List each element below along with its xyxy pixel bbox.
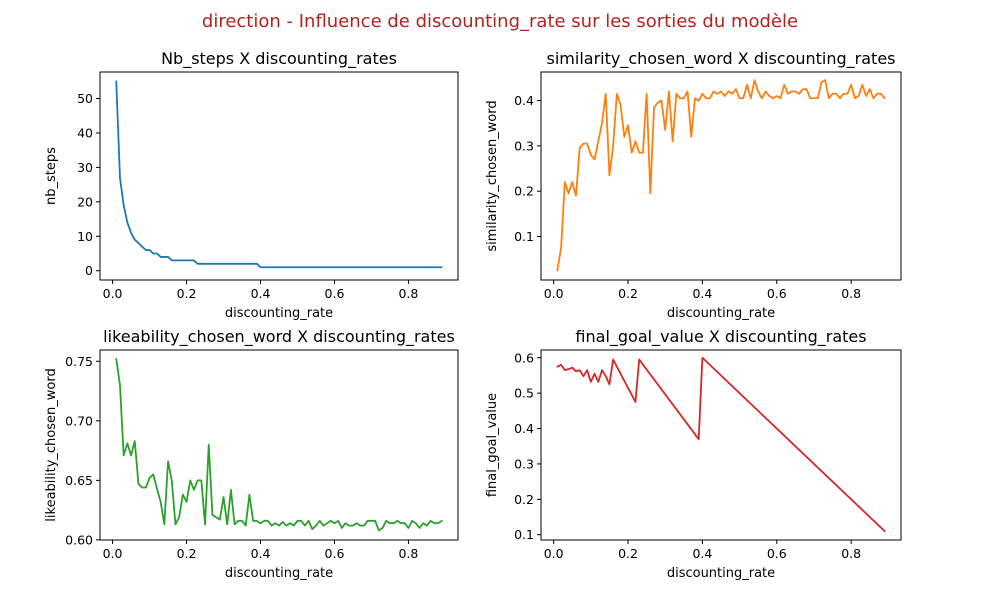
y-tick-label: 0.5 — [514, 386, 534, 401]
axes-frame — [99, 349, 459, 541]
series-line — [556, 79, 886, 272]
axes-frame — [540, 71, 902, 281]
x-tick-label: 0.8 — [841, 546, 861, 561]
axes-frame — [99, 71, 459, 281]
y-tick-label: 20 — [77, 194, 93, 209]
subplot-4: 0.0 0.2 0.4 0.6 0.8 0.1 0.2 0.3 0.4 0.5 0.6 final_g… — [485, 327, 902, 581]
x-axis-label: discounting_rate — [225, 566, 333, 581]
y-tick-label: 0.1 — [514, 527, 534, 542]
x-axis-label: discounting_rate — [667, 566, 775, 581]
x-tick-label: 0.2 — [177, 286, 197, 301]
y-tick-label: 30 — [77, 160, 93, 175]
x-tick-label: 0.0 — [544, 286, 564, 301]
subplot-title: final_goal_value X discounting_rates — [575, 327, 866, 347]
series-line — [115, 80, 443, 269]
x-tick-label: 0.4 — [692, 286, 712, 301]
y-tick-label: 10 — [77, 229, 93, 244]
subplot-1: 0.0 0.2 0.4 0.6 0.8 0 10 20 30 40 50 Nb_steps X dis… — [44, 49, 459, 321]
x-tick-label: 0.6 — [325, 286, 345, 301]
y-axis-label: nb_steps — [44, 147, 59, 205]
y-tick-label: 0.4 — [514, 421, 534, 436]
x-tick-label: 0.6 — [767, 546, 787, 561]
y-tick-label: 0.3 — [514, 138, 534, 153]
x-tick-label: 0.4 — [251, 286, 271, 301]
series-line — [556, 356, 886, 533]
subplot-title: likeability_chosen_word X discounting_ra… — [103, 327, 455, 347]
y-axis-label: similarity_chosen_word — [485, 100, 500, 251]
y-tick-label: 0.4 — [514, 93, 534, 108]
x-tick-label: 0.0 — [103, 286, 123, 301]
x-tick-label: 0.2 — [618, 546, 638, 561]
x-tick-label: 0.2 — [618, 286, 638, 301]
y-axis-label: final_goal_value — [485, 393, 500, 497]
x-axis-label: discounting_rate — [225, 306, 333, 321]
y-tick-label: 0.65 — [65, 473, 93, 488]
y-tick-label: 0 — [85, 263, 93, 278]
x-tick-label: 0.6 — [767, 286, 787, 301]
x-tick-label: 0.2 — [177, 546, 197, 561]
y-tick-label: 0.70 — [65, 413, 93, 428]
x-tick-label: 0.4 — [251, 546, 271, 561]
y-tick-label: 50 — [77, 91, 93, 106]
y-tick-label: 40 — [77, 125, 93, 140]
x-tick-label: 0.4 — [692, 546, 712, 561]
y-tick-label: 0.1 — [514, 229, 534, 244]
x-axis-label: discounting_rate — [667, 306, 775, 321]
x-tick-label: 0.8 — [398, 546, 418, 561]
y-tick-label: 0.2 — [514, 492, 534, 507]
x-tick-label: 0.0 — [544, 546, 564, 561]
y-tick-label: 0.3 — [514, 456, 534, 471]
y-tick-label: 0.60 — [65, 532, 93, 547]
subplot-2: 0.0 0.2 0.4 0.6 0.8 0.1 0.2 0.3 0.4 similarity_ch… — [485, 49, 902, 321]
series-line — [115, 358, 443, 532]
y-tick-label: 0.6 — [514, 350, 534, 365]
x-tick-label: 0.0 — [103, 546, 123, 561]
figure-suptitle: direction - Influence de discounting_rat… — [202, 11, 798, 32]
x-tick-label: 0.6 — [325, 546, 345, 561]
subplot-title: similarity_chosen_word X discounting_rat… — [547, 49, 896, 69]
x-tick-label: 0.8 — [398, 286, 418, 301]
axes-frame — [540, 349, 902, 541]
y-tick-label: 0.75 — [65, 354, 93, 369]
y-axis-label: likeability_chosen_word — [44, 368, 59, 521]
x-tick-label: 0.8 — [841, 286, 861, 301]
axes-layer: 0.0 0.2 0.4 0.6 0.8 0 10 20 30 40 50 Nb_steps X dis… — [44, 49, 902, 581]
subplot-title: Nb_steps X discounting_rates — [161, 49, 397, 69]
subplot-3: 0.0 0.2 0.4 0.6 0.8 0.60 0.65 0.70 0.75 likeabili… — [44, 327, 459, 581]
y-tick-label: 0.2 — [514, 184, 534, 199]
